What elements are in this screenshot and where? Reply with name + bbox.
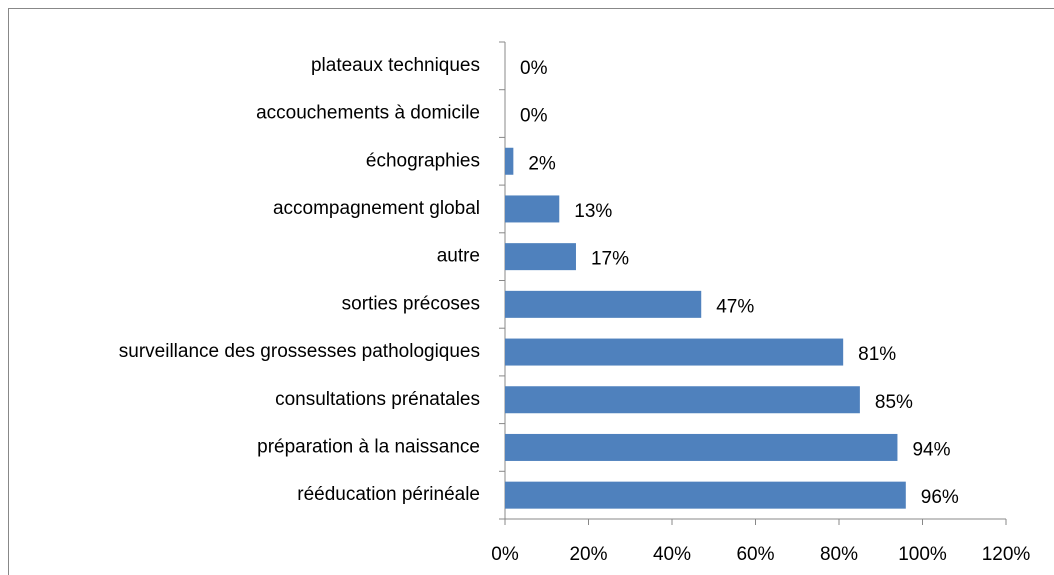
value-label: 2% <box>528 153 556 174</box>
x-tick-label: 40% <box>653 544 691 565</box>
bar <box>505 386 860 414</box>
value-label: 85% <box>875 392 913 413</box>
x-tick-label: 120% <box>982 544 1031 565</box>
value-label: 13% <box>574 201 612 222</box>
value-label: 96% <box>921 487 959 508</box>
x-tick-label: 80% <box>820 544 858 565</box>
y-tick-label: accouchements à domicile <box>256 103 480 124</box>
x-tick-label: 100% <box>898 544 947 565</box>
value-label: 94% <box>912 439 950 460</box>
y-tick-label: plateaux techniques <box>311 55 480 76</box>
value-label: 0% <box>520 106 548 127</box>
bar <box>505 147 514 175</box>
y-tick-label: sorties précoses <box>342 293 480 314</box>
bar <box>505 338 844 366</box>
bar <box>505 433 898 461</box>
y-tick-label: accompagnement global <box>273 198 480 219</box>
value-label: 17% <box>591 249 629 270</box>
bar <box>505 481 906 509</box>
value-label: 47% <box>716 296 754 317</box>
x-tick-label: 60% <box>736 544 774 565</box>
value-label: 0% <box>520 58 548 79</box>
bar <box>505 290 702 318</box>
bar <box>505 195 560 223</box>
y-tick-label: préparation à la naissance <box>257 436 480 457</box>
y-tick-label: surveillance des grossesses pathologique… <box>119 341 480 362</box>
y-tick-label: échographies <box>366 150 480 171</box>
y-tick-label: rééducation périnéale <box>297 484 480 505</box>
y-tick-label: consultations prénatales <box>275 389 480 410</box>
x-tick-label: 20% <box>569 544 607 565</box>
y-tick-label: autre <box>437 246 480 267</box>
value-label: 81% <box>858 344 896 365</box>
x-tick-label: 0% <box>491 544 519 565</box>
bar <box>505 243 576 271</box>
